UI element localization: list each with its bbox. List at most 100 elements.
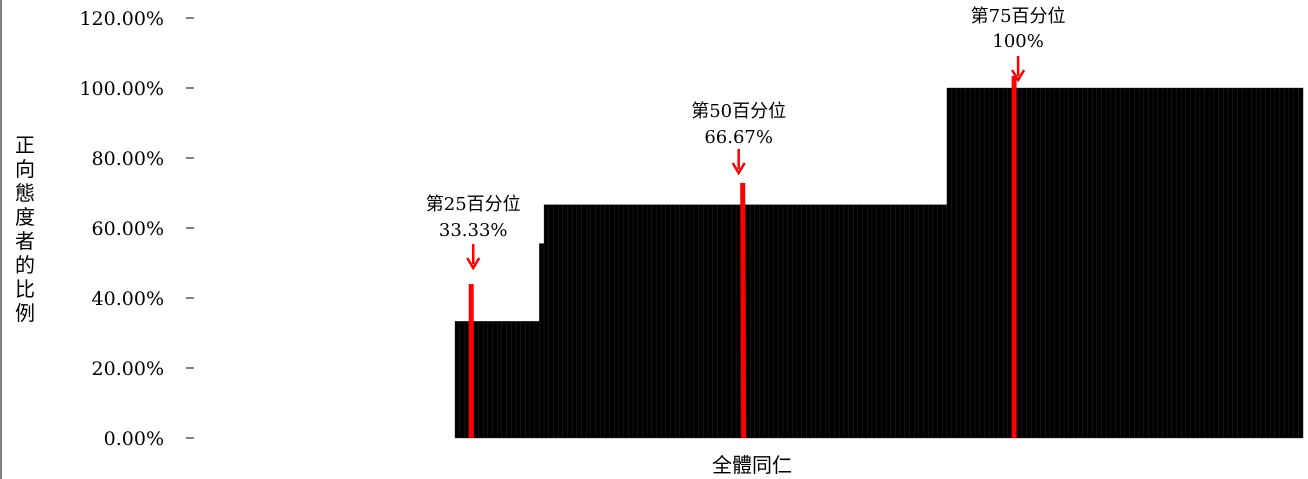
- bar: [839, 204, 845, 439]
- bar: [482, 321, 489, 439]
- bar: [628, 204, 634, 439]
- bar: [787, 204, 793, 439]
- bar: [707, 204, 713, 439]
- bar: [862, 204, 868, 439]
- bar: [899, 204, 905, 439]
- bar: [614, 204, 620, 439]
- bar: [1157, 87, 1163, 439]
- bar: [478, 321, 484, 439]
- bar: [1134, 87, 1140, 439]
- bar: [923, 204, 929, 439]
- bar: [717, 204, 723, 439]
- bar: [520, 321, 526, 439]
- bar: [768, 204, 774, 439]
- bar: [525, 321, 531, 439]
- bar: [581, 204, 587, 439]
- bar: [984, 87, 990, 439]
- bar: [1073, 87, 1079, 439]
- bar: [745, 204, 751, 439]
- bar: [988, 87, 995, 439]
- bar: [459, 321, 465, 439]
- bar: [1195, 87, 1201, 439]
- bar: [1101, 87, 1107, 439]
- bar: [867, 204, 873, 439]
- bar: [1045, 87, 1051, 439]
- bar: [1298, 87, 1304, 439]
- bar: [815, 204, 821, 439]
- bar: [937, 204, 943, 439]
- bar: [534, 321, 540, 439]
- bar: [1077, 87, 1084, 439]
- bar: [665, 204, 671, 439]
- bar: [515, 321, 521, 439]
- bar: [951, 87, 957, 439]
- bar: [1227, 87, 1233, 439]
- bar: [820, 204, 826, 439]
- bar: [913, 204, 920, 439]
- bar: [792, 204, 798, 439]
- bar: [881, 204, 887, 439]
- bar: [660, 204, 667, 439]
- bar: [632, 204, 638, 439]
- y-axis-title-char: 的: [15, 253, 35, 277]
- bar: [1026, 87, 1032, 439]
- bar: [801, 204, 807, 439]
- bar: [1162, 87, 1168, 439]
- bar: [703, 204, 709, 439]
- bar: [1152, 87, 1158, 439]
- bar: [824, 204, 831, 439]
- bar: [642, 204, 648, 439]
- bar: [998, 87, 1004, 439]
- bar: [979, 87, 985, 439]
- y-tick-label: 120.00%: [79, 8, 164, 30]
- bar: [1096, 87, 1102, 439]
- y-axis-title-char: 例: [15, 301, 35, 325]
- bar: [487, 321, 493, 439]
- bar: [1059, 87, 1065, 439]
- bar: [1035, 87, 1041, 439]
- bar: [928, 204, 934, 439]
- bar: [1124, 87, 1130, 439]
- bar: [726, 204, 732, 439]
- bar: [557, 204, 563, 439]
- bar: [679, 204, 685, 439]
- y-axis-title-char: 度: [15, 205, 35, 229]
- bar: [1265, 87, 1271, 439]
- bar: [492, 321, 498, 439]
- bar: [670, 204, 676, 439]
- bar: [1246, 87, 1252, 439]
- bar: [712, 204, 718, 439]
- bar: [698, 204, 704, 439]
- bar: [637, 204, 643, 439]
- bar: [576, 204, 582, 439]
- bar: [1054, 87, 1060, 439]
- bar: [806, 204, 812, 439]
- bar: [1251, 87, 1257, 439]
- bar: [693, 204, 699, 439]
- bar: [1293, 87, 1299, 439]
- bar: [1241, 87, 1248, 439]
- bar: [956, 87, 962, 439]
- percentile-label: 第25百分位: [426, 194, 521, 215]
- bar: [885, 204, 891, 439]
- bar: [1213, 87, 1219, 439]
- bar: [721, 204, 727, 439]
- percentile-markers: 第25百分位 33.33% 第50百分位 66.67% 第75百分位 100%: [426, 6, 1066, 439]
- percentile-arrow-head: [731, 162, 746, 176]
- y-axis-title-char: 態: [15, 181, 35, 205]
- bar: [684, 204, 690, 439]
- bar: [871, 204, 877, 439]
- bar: [464, 321, 470, 439]
- bar: [511, 321, 517, 439]
- y-tick-label: 100.00%: [79, 78, 164, 100]
- bar: [1021, 87, 1027, 439]
- bar: [1110, 87, 1116, 439]
- bar: [1082, 87, 1088, 439]
- bar: [1138, 87, 1144, 439]
- bar: [942, 204, 948, 439]
- bar: [759, 204, 765, 439]
- bar: [1068, 87, 1074, 439]
- y-axis-title-char: 向: [15, 157, 35, 181]
- y-tick-label: 80.00%: [92, 148, 164, 170]
